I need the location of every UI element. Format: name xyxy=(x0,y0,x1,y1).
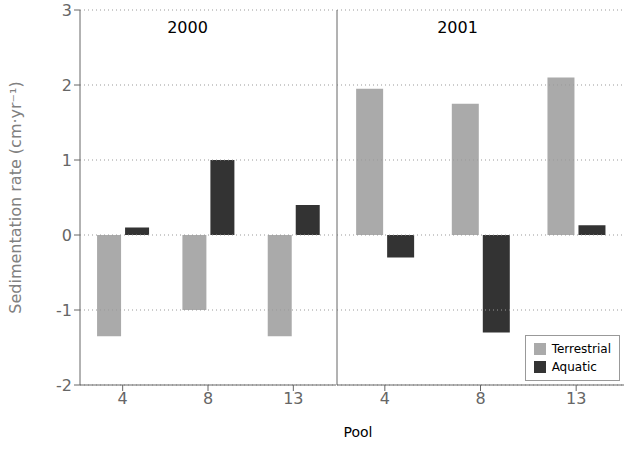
svg-text:13: 13 xyxy=(283,389,303,408)
html-text:2000: 2000 xyxy=(167,18,208,37)
html-text:Pool: Pool xyxy=(343,424,373,440)
svg-text:-2: -2 xyxy=(56,376,72,395)
svg-text:4: 4 xyxy=(118,389,128,408)
svg-text:13: 13 xyxy=(566,389,586,408)
svg-text:3: 3 xyxy=(62,1,72,20)
svg-text:0: 0 xyxy=(62,226,72,245)
svg-text:4: 4 xyxy=(380,389,390,408)
svg-text:-1: -1 xyxy=(56,301,72,320)
svg-text:Sedimentation rate (cm·yr⁻¹): Sedimentation rate (cm·yr⁻¹) xyxy=(8,81,25,313)
html-text:Aquatic: Aquatic xyxy=(551,360,597,374)
svg-text:8: 8 xyxy=(475,389,485,408)
svg-text:8: 8 xyxy=(203,389,213,408)
svg-text:2: 2 xyxy=(62,76,72,95)
svg-text:1: 1 xyxy=(62,151,72,170)
html-text:Terrestrial: Terrestrial xyxy=(551,342,611,356)
html-text:2001: 2001 xyxy=(437,18,478,37)
